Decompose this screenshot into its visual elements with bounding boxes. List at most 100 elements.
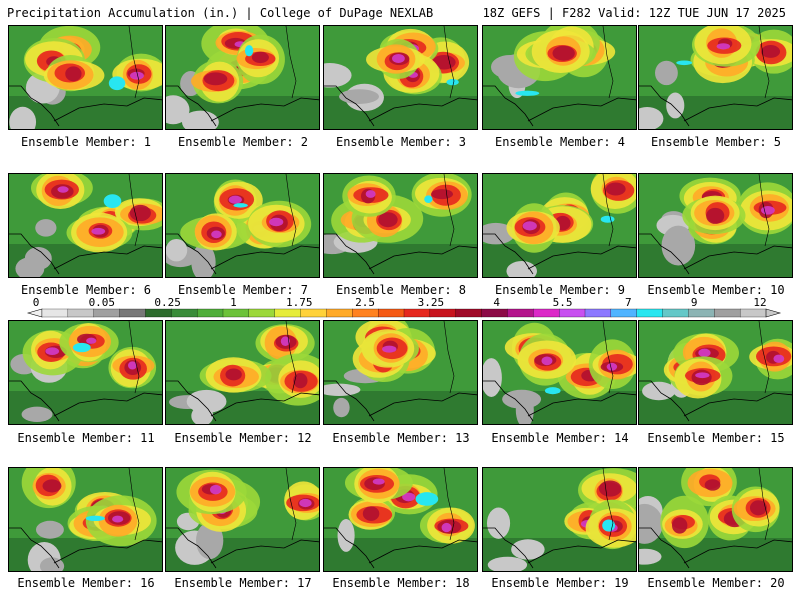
ensemble-member-label: Ensemble Member: 13 bbox=[332, 431, 470, 445]
dry-area bbox=[24, 246, 52, 270]
precip-contour bbox=[378, 212, 398, 228]
state-line bbox=[285, 321, 297, 394]
colorbar-bin bbox=[403, 308, 431, 318]
precip-contour bbox=[251, 51, 269, 64]
ensemble-member-map bbox=[482, 25, 637, 130]
ensemble-member-label: Ensemble Member: 4 bbox=[494, 135, 626, 149]
precip-contour bbox=[57, 186, 69, 193]
precip-contour bbox=[130, 71, 144, 80]
precipitation-field bbox=[483, 468, 636, 571]
gulf-region bbox=[483, 96, 636, 129]
precipitation-field bbox=[9, 26, 162, 129]
precip-contour bbox=[86, 337, 97, 344]
colorbar-bin bbox=[41, 308, 69, 318]
coastline bbox=[683, 539, 792, 564]
coastline bbox=[368, 97, 477, 122]
precip-contour bbox=[210, 484, 222, 495]
state-line bbox=[285, 174, 297, 247]
ensemble-member-label: Ensemble Member: 14 bbox=[491, 431, 629, 445]
precip-contour bbox=[203, 72, 228, 86]
ensemble-member-label: Ensemble Member: 8 bbox=[335, 283, 467, 297]
colorbar-high-arrow bbox=[765, 308, 782, 318]
coastline bbox=[683, 97, 792, 122]
state-line bbox=[602, 321, 614, 394]
colorbar-bin bbox=[429, 308, 457, 318]
border-line bbox=[483, 85, 534, 127]
state-line bbox=[285, 468, 297, 541]
border-line bbox=[639, 85, 690, 127]
precip-contour bbox=[695, 372, 710, 379]
heavy-precip-core bbox=[85, 515, 105, 522]
ensemble-member-map bbox=[165, 25, 320, 130]
precip-contour bbox=[293, 373, 308, 389]
coastline bbox=[53, 392, 162, 417]
dry-area bbox=[483, 358, 502, 397]
border-line bbox=[639, 233, 690, 275]
ensemble-member-label: Ensemble Member: 20 bbox=[647, 576, 785, 590]
colorbar-low-arrow bbox=[26, 308, 43, 318]
heavy-precip-core bbox=[600, 215, 615, 223]
dry-area bbox=[181, 110, 219, 129]
dry-area bbox=[35, 219, 57, 237]
dry-area bbox=[9, 106, 37, 129]
heavy-precip-core bbox=[424, 195, 433, 203]
state-line bbox=[758, 26, 770, 99]
heavy-precip-core bbox=[108, 76, 126, 91]
ensemble-member-label: Ensemble Member: 2 bbox=[177, 135, 309, 149]
precipitation-field bbox=[166, 468, 319, 571]
precip-contour bbox=[761, 45, 781, 58]
map-title: Precipitation Accumulation (in.) | Colle… bbox=[7, 6, 434, 20]
precipitation-field bbox=[324, 321, 477, 424]
coastline bbox=[210, 245, 319, 270]
dry-area bbox=[166, 238, 188, 262]
coastline bbox=[210, 539, 319, 564]
state-line bbox=[128, 26, 140, 99]
border-line bbox=[9, 233, 60, 275]
colorbar-bin bbox=[171, 308, 198, 318]
colorbar-bin bbox=[196, 308, 224, 318]
border-line bbox=[9, 527, 60, 569]
precipitation-field bbox=[483, 174, 636, 277]
precip-contour bbox=[269, 217, 284, 227]
border-line bbox=[166, 85, 217, 127]
dry-area bbox=[324, 383, 361, 396]
dry-area bbox=[487, 556, 528, 571]
dry-area bbox=[21, 406, 53, 423]
state-line bbox=[758, 321, 770, 394]
ensemble-member-label: Ensemble Member: 9 bbox=[494, 283, 626, 297]
dry-area bbox=[486, 507, 511, 539]
border-line bbox=[166, 527, 217, 569]
border-line bbox=[639, 527, 690, 569]
colorbar-bin bbox=[636, 308, 664, 318]
state-line bbox=[758, 174, 770, 247]
colorbar-tick-label: 5.5 bbox=[553, 296, 573, 309]
precip-contour bbox=[42, 479, 62, 493]
colorbar-bin bbox=[222, 308, 250, 318]
border-line bbox=[9, 85, 60, 127]
dry-area bbox=[186, 389, 227, 414]
colorbar-bin bbox=[507, 308, 534, 318]
precip-contour bbox=[749, 500, 767, 516]
coastline bbox=[527, 539, 636, 564]
precipitation-field bbox=[9, 468, 162, 571]
coastline bbox=[368, 539, 477, 564]
state-line bbox=[443, 321, 455, 394]
run-valid-time: 18Z GEFS | F282 Valid: 12Z TUE JUN 17 20… bbox=[482, 6, 786, 20]
colorbar-tick-label: 3.25 bbox=[418, 296, 445, 309]
precip-contour bbox=[45, 347, 60, 355]
coastline bbox=[53, 245, 162, 270]
precip-contour bbox=[606, 362, 618, 371]
dry-area bbox=[639, 106, 664, 129]
ensemble-member-label: Ensemble Member: 15 bbox=[647, 431, 785, 445]
dry-area bbox=[639, 503, 663, 544]
colorbar-bin bbox=[714, 308, 741, 318]
precip-contour bbox=[716, 43, 731, 50]
colorbar-bin bbox=[739, 308, 767, 318]
precip-contour bbox=[706, 207, 725, 224]
ensemble-member-map bbox=[482, 173, 637, 278]
colorbar-bin bbox=[481, 308, 508, 318]
coastline bbox=[527, 97, 636, 122]
precip-contour bbox=[382, 345, 397, 353]
dry-area bbox=[661, 225, 696, 266]
colorbar-bin bbox=[93, 308, 121, 318]
